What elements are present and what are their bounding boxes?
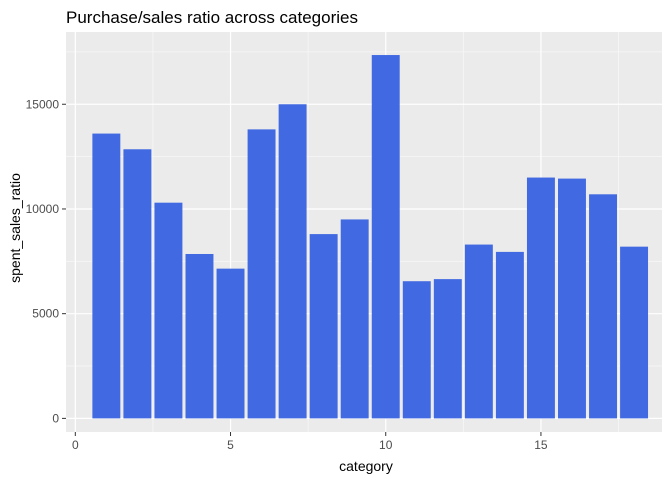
y-tick-label: 5000	[32, 307, 59, 321]
bar-category-3	[154, 202, 183, 419]
bars	[92, 55, 649, 419]
bar-category-17	[589, 194, 617, 419]
y-axis: 0 5000 10000 15000	[26, 97, 66, 425]
bar-category-16	[558, 178, 586, 419]
bar-category-7	[278, 104, 307, 419]
bar-category-15	[526, 177, 555, 419]
x-tick-label: 5	[227, 438, 234, 452]
bar-category-6	[247, 129, 276, 419]
bar-category-9	[340, 219, 369, 419]
x-tick-label: 15	[534, 438, 548, 452]
bar-category-2	[123, 149, 152, 419]
x-axis-title: category	[339, 458, 393, 474]
bar-category-18	[620, 246, 649, 419]
x-axis: 0 5 10 15	[72, 432, 548, 452]
y-tick-label: 10000	[26, 202, 60, 216]
bar-category-11	[402, 281, 431, 419]
x-tick-label: 10	[379, 438, 393, 452]
bar-category-13	[464, 244, 493, 419]
y-axis-title: spent_sales_ratio	[7, 173, 23, 283]
bar-category-5	[216, 268, 245, 419]
chart-title: Purchase/sales ratio across categories	[66, 8, 358, 27]
bar-category-8	[309, 234, 338, 419]
y-tick-label: 15000	[26, 97, 60, 111]
bar-category-12	[433, 279, 462, 419]
bar-category-14	[495, 251, 524, 419]
bar-category-10	[371, 55, 400, 419]
y-tick-label: 0	[52, 411, 59, 425]
bar-category-4	[185, 253, 214, 419]
x-tick-label: 0	[72, 438, 79, 452]
bar-category-1	[92, 133, 121, 419]
